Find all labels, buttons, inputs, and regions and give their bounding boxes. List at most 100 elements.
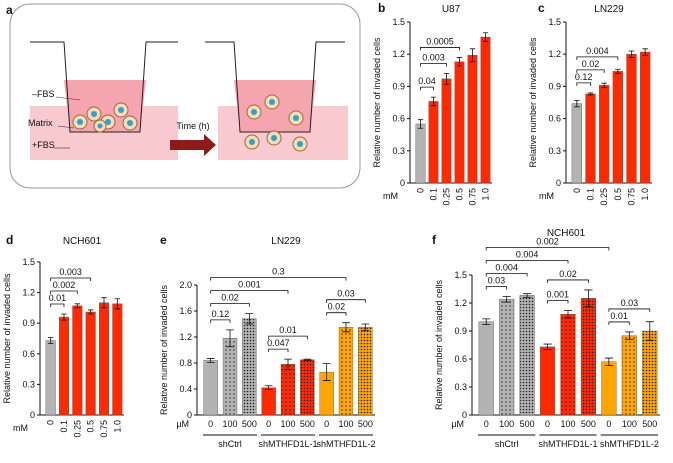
p-value: 0.002: [536, 236, 559, 246]
error-bar: [430, 96, 437, 107]
x-tick-label: 100: [280, 419, 295, 429]
error-bar: [642, 48, 648, 56]
bar: [571, 103, 582, 184]
y-axis-label: Relative number of invaded cells: [434, 279, 444, 410]
error-bar: [361, 323, 370, 331]
x-tick-label: 1.0: [481, 188, 491, 201]
y-tick-label: 0.9: [548, 81, 561, 91]
chart-title: LN229: [271, 236, 301, 247]
p-value: 0.004: [495, 262, 518, 272]
group-label: shCtrl: [218, 439, 242, 449]
significance-bracket: [547, 279, 589, 283]
x-unit: mM: [383, 191, 398, 201]
label-minus-fbs: –FBS: [32, 89, 55, 99]
significance-bracket: [485, 247, 610, 251]
p-value: 0.03: [337, 289, 355, 299]
p-value: 0.001: [238, 280, 261, 290]
y-tick-label: 0: [556, 178, 561, 188]
error-bar: [645, 321, 654, 341]
x-tick-label: 0.25: [599, 188, 609, 206]
bar: [626, 54, 637, 184]
x-tick-label: 500: [520, 419, 535, 429]
p-value: 0.002: [53, 280, 76, 290]
y-tick-label: 0.6: [548, 114, 561, 124]
p-value: 0.0005: [426, 36, 454, 46]
y-axis-label: Relative number of invaded cells: [159, 284, 169, 415]
significance-bracket: [210, 277, 347, 281]
error-bar: [615, 68, 621, 74]
x-tick-label: 0.1: [429, 188, 439, 201]
bar: [478, 321, 494, 416]
error-bar: [482, 318, 491, 325]
x-tick-label: 500: [642, 419, 657, 429]
x-tick-label: 0.25: [72, 420, 82, 438]
error-bar: [574, 99, 580, 108]
significance-bracket: [268, 348, 289, 353]
panel-letter: d: [6, 233, 13, 247]
y-tick-label: 1.5: [392, 17, 405, 27]
p-value: 0.12: [575, 72, 593, 82]
panel-a: a –FBS Matrix +FBS Time (h): [6, 3, 361, 189]
p-value: 0.047: [267, 338, 290, 348]
significance-bracket: [326, 312, 347, 316]
panel-letter: e: [160, 233, 167, 247]
y-tick-label: 1.5: [548, 17, 561, 27]
label-time: Time (h): [176, 121, 209, 131]
bar: [428, 101, 439, 184]
label-plus-fbs: +FBS: [32, 140, 55, 150]
significance-bracket: [50, 303, 65, 308]
bar: [621, 335, 637, 416]
y-tick-label: 0.9: [392, 81, 405, 91]
error-bar: [114, 298, 120, 310]
y-tick-label: 1.2: [548, 49, 561, 59]
x-tick-label: 1.0: [640, 188, 650, 201]
panel-letter: f: [432, 233, 437, 247]
x-tick-label: 0: [606, 419, 611, 429]
error-bar: [417, 119, 424, 129]
bar: [499, 299, 515, 416]
y-axis-label: Relative number of invaded cells: [372, 37, 382, 168]
significance-bracket: [485, 260, 569, 264]
error-bar: [61, 313, 67, 321]
bar: [98, 302, 109, 416]
bar: [519, 295, 535, 416]
y-tick-label: 0.3: [454, 382, 467, 392]
x-tick-label: 0.1: [586, 188, 596, 201]
p-value: 0.02: [559, 269, 577, 279]
bar: [585, 93, 596, 184]
error-bar: [284, 358, 292, 370]
error-bar: [482, 32, 489, 42]
x-unit: mM: [13, 423, 28, 433]
panel-letter: b: [378, 1, 385, 15]
bar: [280, 364, 296, 416]
y-tick-label: 0.3: [548, 146, 561, 156]
chart-title: NCH601: [547, 228, 586, 239]
bar: [261, 387, 276, 416]
significance-bracket: [326, 299, 366, 303]
bar: [112, 303, 123, 416]
x-tick-label: 0: [208, 419, 213, 429]
p-value: 0.03: [621, 298, 639, 308]
diagram-frame: [9, 3, 361, 189]
significance-bracket: [420, 86, 434, 91]
x-tick-label: 100: [222, 419, 237, 429]
significance-bracket: [420, 47, 460, 51]
error-bar: [342, 322, 350, 333]
error-bar: [443, 73, 450, 85]
error-bar: [245, 313, 254, 325]
significance-bracket: [485, 286, 508, 290]
p-value: 0.03: [488, 275, 506, 285]
significance-bracket: [50, 277, 92, 282]
group-label: shCtrl: [495, 439, 519, 449]
y-tick-label: 0.3: [22, 379, 35, 389]
nuclei: [249, 99, 303, 147]
p-value: 0.01: [49, 293, 67, 303]
significance-bracket: [576, 69, 605, 73]
p-value: 0.3: [272, 267, 285, 277]
p-value: 0.004: [516, 249, 539, 259]
y-tick-label: 1.5: [454, 270, 467, 280]
x-unit: μM: [176, 419, 189, 429]
error-bar: [587, 92, 594, 96]
x-tick-label: 100: [338, 419, 353, 429]
